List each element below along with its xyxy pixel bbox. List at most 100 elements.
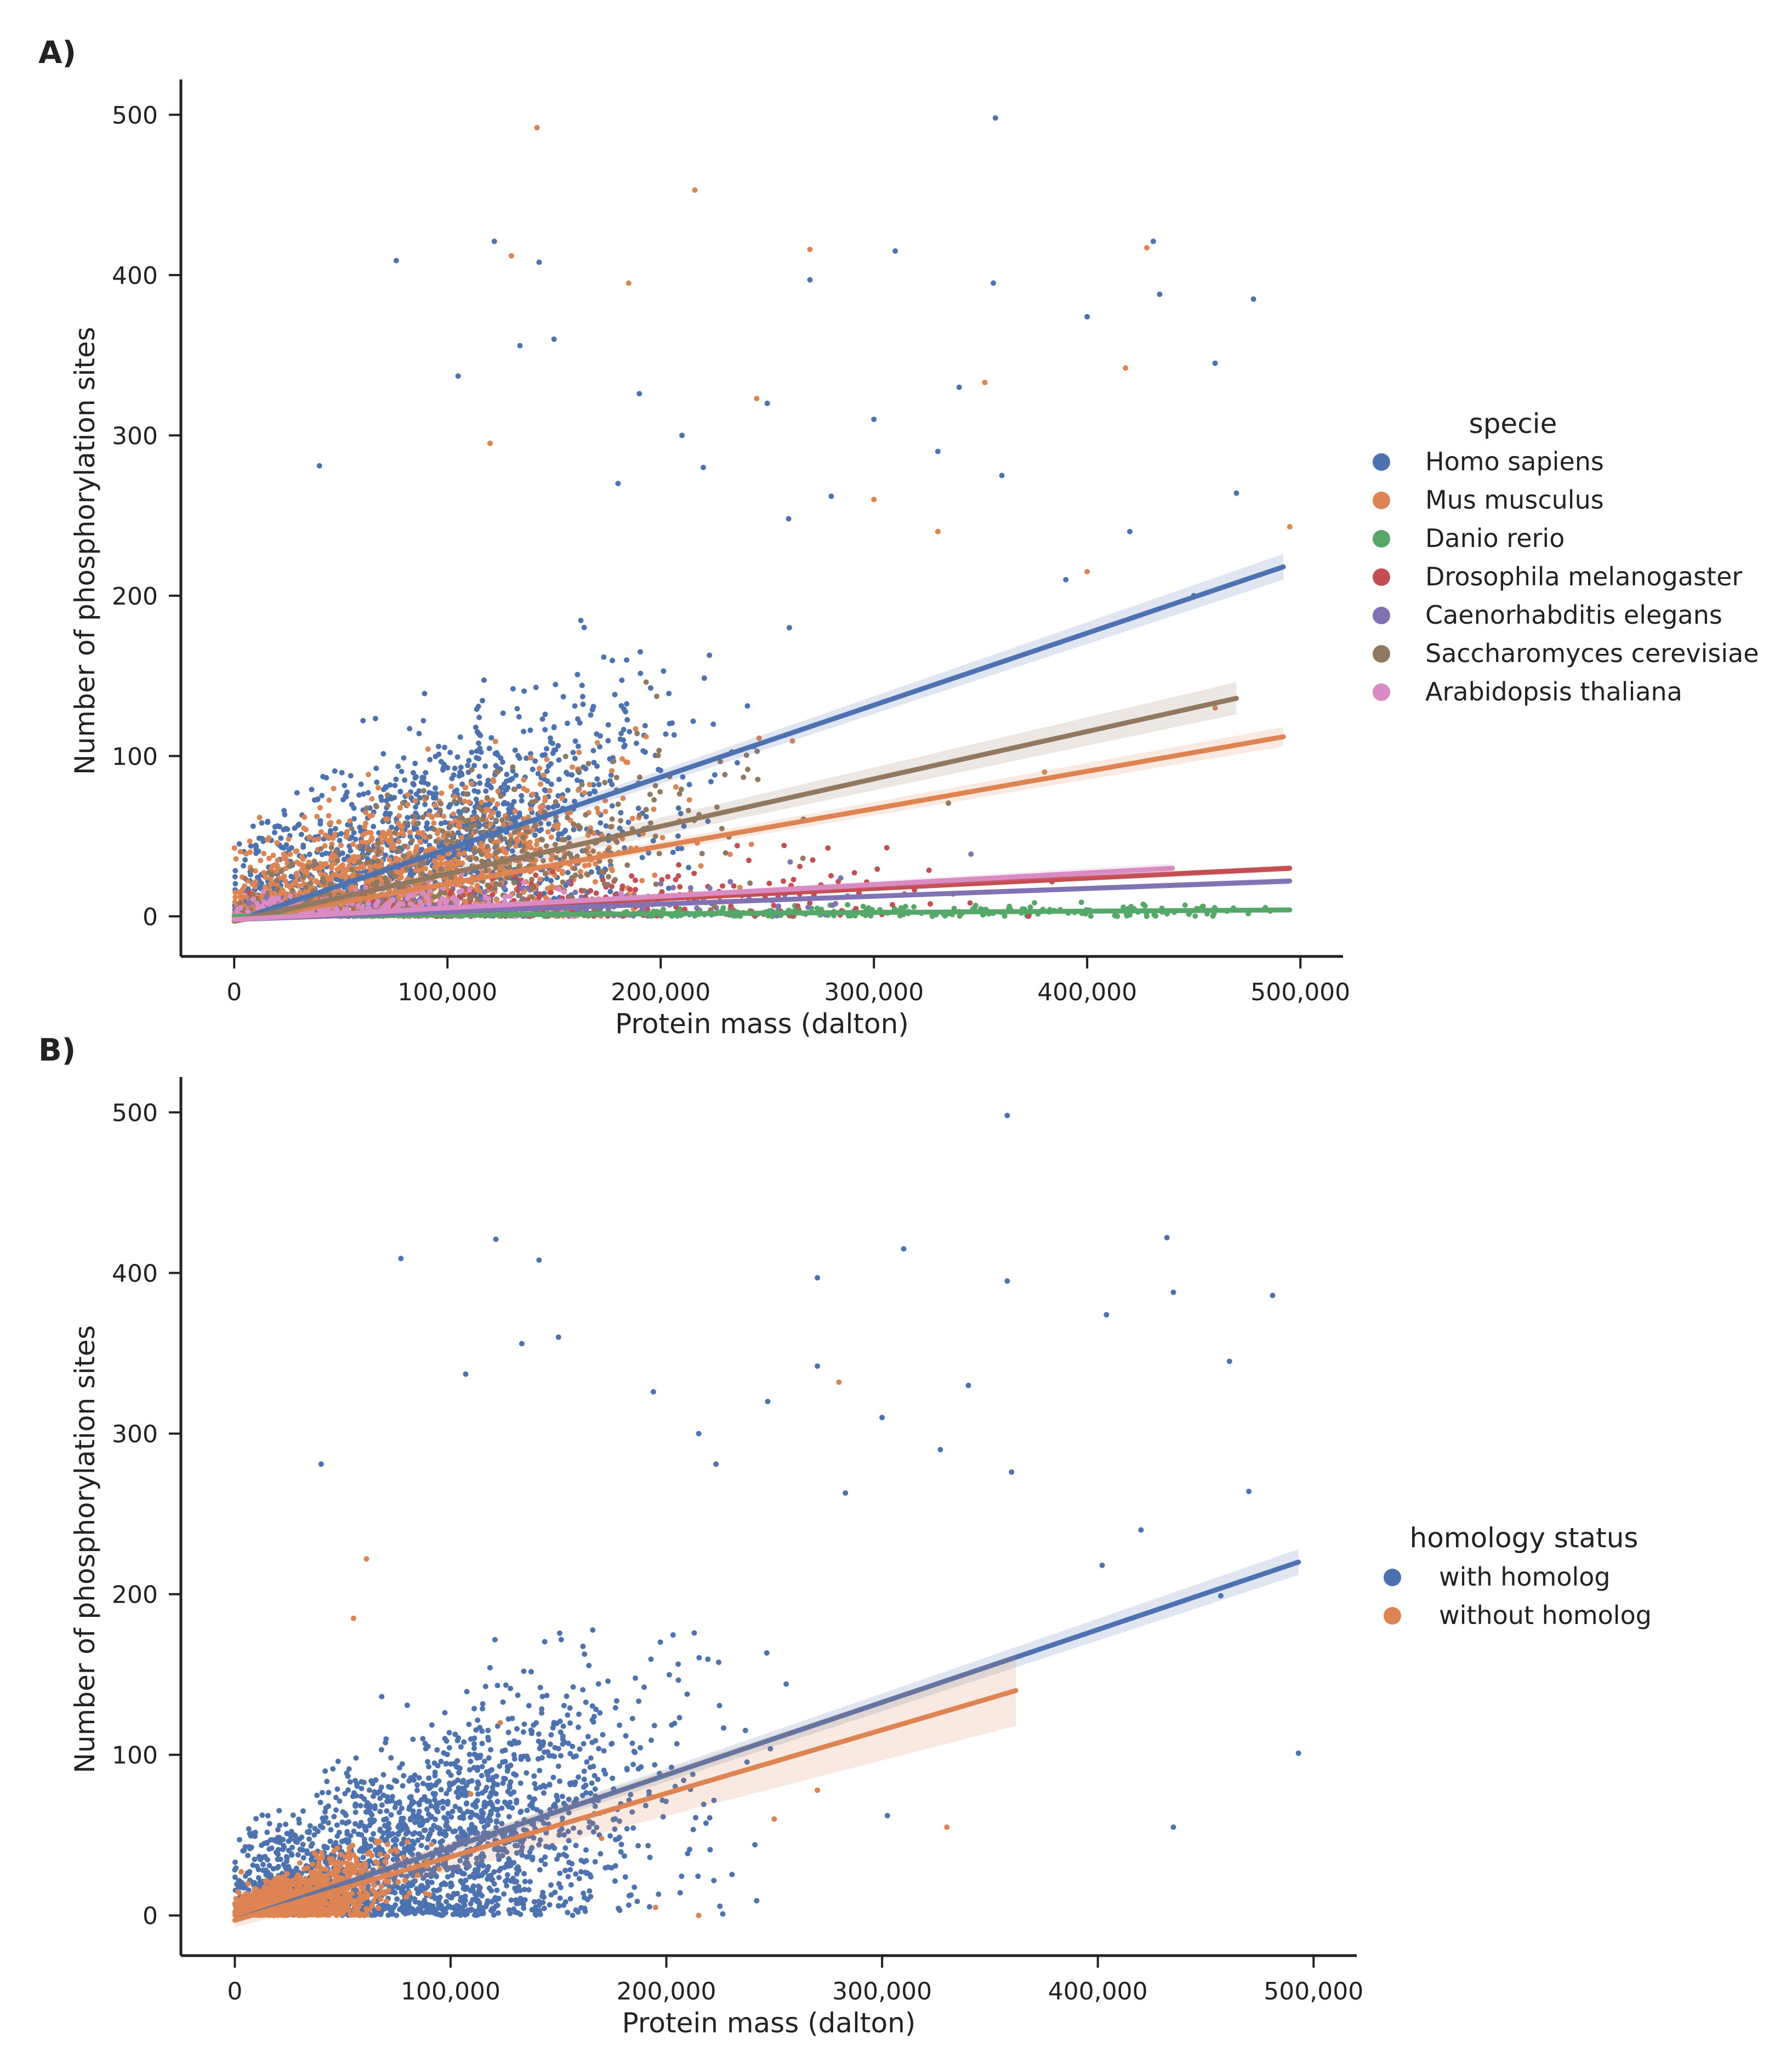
data-point: [479, 807, 485, 813]
data-point: [413, 791, 419, 797]
data-point: [601, 654, 607, 660]
data-point: [369, 796, 375, 802]
data-point: [565, 814, 570, 820]
data-point: [571, 821, 577, 827]
data-point: [504, 816, 510, 822]
data-point: [605, 882, 611, 887]
data-point: [935, 528, 941, 534]
data-point: [621, 744, 627, 750]
data-point: [589, 1703, 595, 1709]
data-point: [621, 727, 627, 733]
data-point: [495, 768, 501, 774]
data-point: [232, 890, 238, 896]
data-point: [280, 888, 286, 894]
data-point: [598, 733, 603, 739]
data-point: [502, 800, 508, 806]
data-point: [527, 839, 533, 845]
legend-marker: [1373, 607, 1390, 624]
data-point: [299, 862, 305, 868]
data-point: [701, 675, 707, 681]
data-point: [594, 776, 600, 782]
data-point: [717, 1903, 723, 1909]
data-point: [1084, 314, 1090, 320]
data-point: [624, 862, 630, 868]
data-point: [474, 814, 480, 820]
data-point: [433, 785, 439, 791]
data-point: [308, 876, 314, 881]
data-point: [268, 881, 274, 887]
x-tick-label: 300,000: [824, 978, 924, 1006]
data-point: [622, 845, 628, 851]
data-point: [569, 772, 575, 778]
data-point: [1142, 903, 1148, 909]
data-point: [567, 1867, 573, 1873]
data-point: [268, 876, 274, 882]
data-point: [513, 843, 519, 849]
data-point: [454, 787, 460, 793]
x-tick-label: 100,000: [397, 978, 497, 1006]
data-point: [396, 839, 402, 845]
data-point: [247, 849, 253, 855]
data-point: [556, 757, 562, 763]
data-point: [701, 464, 706, 470]
data-point: [602, 779, 608, 785]
data-point: [666, 691, 672, 697]
data-point: [438, 801, 444, 807]
data-point: [636, 1698, 642, 1704]
data-point: [533, 872, 539, 878]
data-point: [572, 799, 578, 805]
data-point: [275, 857, 281, 863]
data-point: [642, 723, 648, 728]
data-point: [549, 852, 555, 858]
data-point: [615, 481, 621, 487]
data-point: [694, 905, 700, 911]
y-tick-label: 0: [143, 903, 158, 931]
data-point: [727, 879, 733, 885]
data-point: [547, 788, 553, 794]
data-point: [432, 802, 438, 808]
data-point: [373, 804, 379, 810]
data-point: [483, 788, 489, 794]
data-point: [1006, 903, 1012, 909]
data-point: [551, 725, 557, 731]
data-point: [746, 857, 752, 863]
data-point: [593, 890, 599, 896]
data-point: [465, 762, 471, 768]
data-point: [655, 753, 661, 759]
data-point: [675, 805, 681, 811]
data-point: [661, 907, 666, 913]
data-point: [266, 886, 272, 892]
data-point: [490, 892, 496, 898]
data-point: [327, 877, 333, 883]
data-point: [252, 884, 258, 890]
data-point: [556, 886, 562, 892]
data-point: [410, 1736, 416, 1742]
data-point: [642, 749, 648, 755]
data-point: [293, 848, 299, 854]
data-point: [508, 1685, 514, 1691]
data-point: [585, 832, 591, 838]
data-point: [579, 782, 585, 788]
data-point: [576, 787, 582, 793]
data-point: [800, 856, 806, 861]
data-point: [520, 834, 526, 840]
data-point: [545, 829, 551, 835]
data-point: [935, 448, 941, 454]
data-point: [609, 803, 615, 809]
data-point: [612, 692, 618, 698]
data-point: [344, 829, 350, 835]
data-point: [445, 765, 451, 771]
data-point: [716, 1659, 721, 1665]
data-point: [591, 760, 597, 766]
data-point: [321, 880, 327, 886]
data-point: [477, 780, 483, 786]
data-point: [928, 901, 933, 907]
data-point: [545, 763, 551, 769]
data-point: [428, 870, 434, 876]
data-point: [469, 749, 475, 755]
data-point: [488, 735, 494, 741]
data-point: [609, 868, 615, 874]
data-point: [273, 869, 279, 875]
data-point: [407, 833, 413, 839]
data-point: [519, 793, 525, 799]
